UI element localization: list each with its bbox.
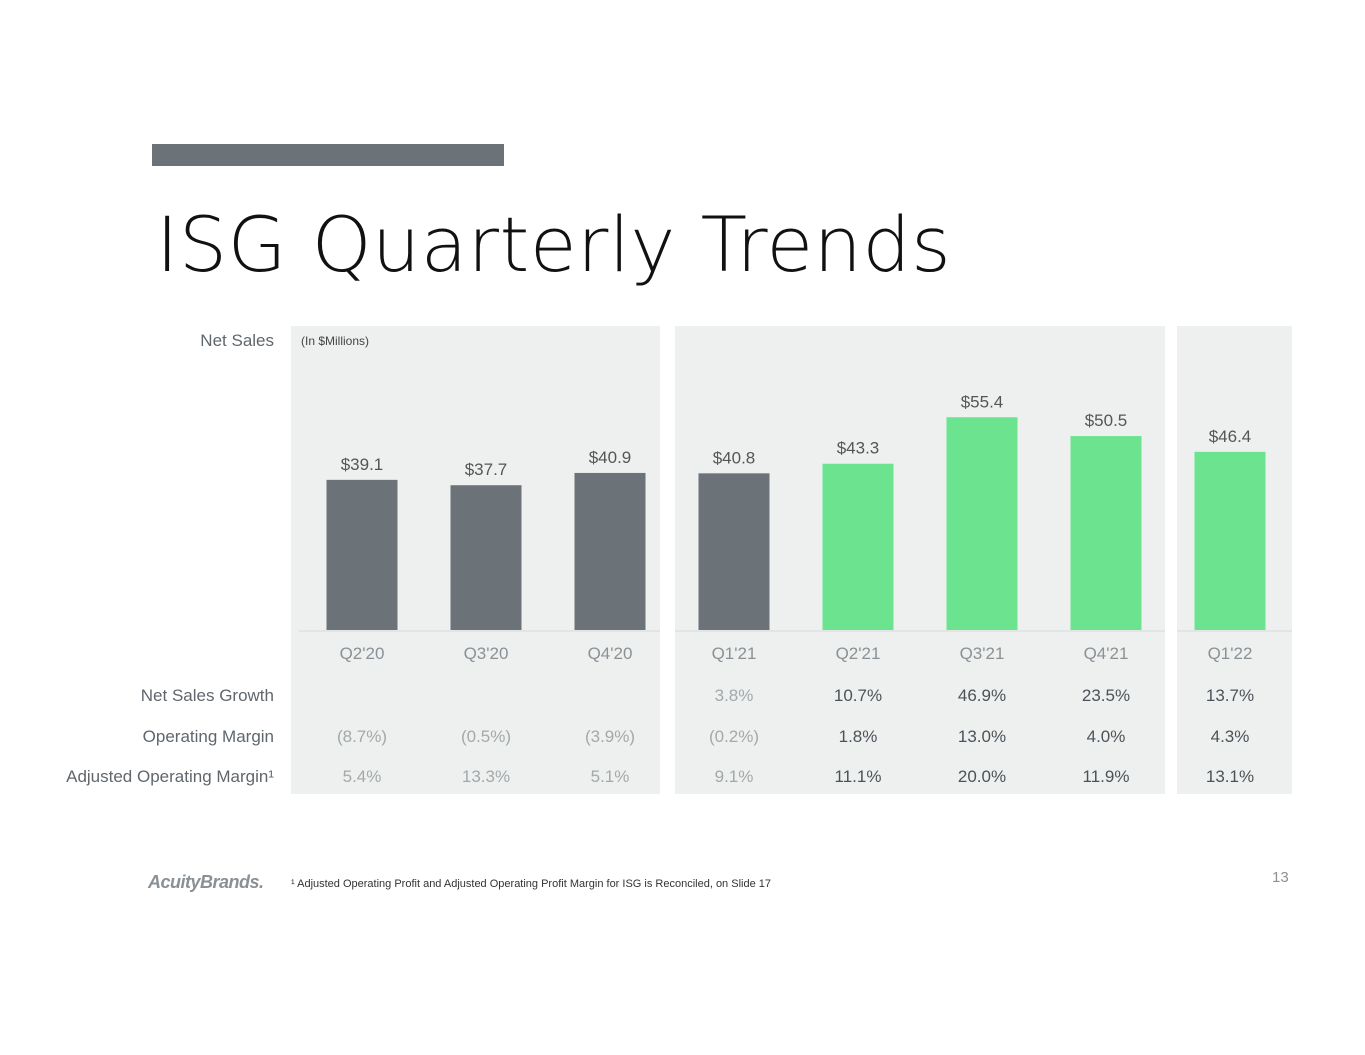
footnote: ¹ Adjusted Operating Profit and Adjusted… <box>291 878 771 890</box>
adjusted-operating-margin-cell-7: 13.1% <box>1205 767 1255 786</box>
adjusted-operating-margin-cell-0: 5.4% <box>342 767 382 786</box>
row-label-operating-margin: Operating Margin <box>142 727 274 746</box>
adjusted-operating-margin-cell-3: 9.1% <box>714 767 754 786</box>
bar-1 <box>450 485 522 630</box>
bar-5 <box>946 417 1018 630</box>
x-tick-label-4: Q2'21 <box>836 644 881 663</box>
x-tick-label-0: Q2'20 <box>340 644 385 663</box>
acuity-brands-logo: AcuityBrands. <box>148 872 264 893</box>
adjusted-operating-margin-cell-5: 20.0% <box>957 767 1007 786</box>
bar-value-label-7: $46.4 <box>1209 427 1252 446</box>
operating-margin-cell-2: (3.9%) <box>584 727 636 746</box>
bar-value-label-2: $40.9 <box>589 448 632 467</box>
bar-value-label-6: $50.5 <box>1085 411 1128 430</box>
row-label-net-sales: Net Sales <box>200 331 274 350</box>
operating-margin-cell-0: (8.7%) <box>336 727 388 746</box>
x-tick-label-1: Q3'20 <box>464 644 509 663</box>
operating-margin-cell-1: (0.5%) <box>460 727 512 746</box>
x-tick-label-3: Q1'21 <box>712 644 757 663</box>
title-accent-bar <box>152 144 504 166</box>
bar-value-label-1: $37.7 <box>465 460 508 479</box>
units-note: (In $Millions) <box>301 334 370 348</box>
bar-2 <box>574 472 646 630</box>
page-title: ISG Quarterly Trends <box>156 200 952 289</box>
x-tick-label-5: Q3'21 <box>960 644 1005 663</box>
operating-margin-cell-4: 1.8% <box>838 727 878 746</box>
row-label-adjusted-operating-margin: Adjusted Operating Margin¹ <box>66 767 274 786</box>
adjusted-operating-margin-cell-2: 5.1% <box>590 767 630 786</box>
net-sales-growth-cell-3: 3.8% <box>714 686 754 705</box>
operating-margin-cell-3: (0.2%) <box>708 727 760 746</box>
operating-margin-cell-6: 4.0% <box>1086 727 1126 746</box>
adjusted-operating-margin-cell-1: 13.3% <box>461 767 511 786</box>
bar-6 <box>1070 436 1142 630</box>
operating-margin-cell-7: 4.3% <box>1210 727 1250 746</box>
bar-0 <box>326 479 398 630</box>
bar-7 <box>1194 451 1266 630</box>
x-tick-label-7: Q1'22 <box>1208 644 1253 663</box>
net-sales-growth-cell-5: 46.9% <box>957 686 1007 705</box>
adjusted-operating-margin-cell-6: 11.9% <box>1082 767 1130 786</box>
bar-value-label-5: $55.4 <box>961 392 1004 411</box>
bar-3 <box>698 473 770 630</box>
bar-value-label-4: $43.3 <box>837 439 880 458</box>
bar-4 <box>822 463 894 630</box>
net-sales-growth-cell-6: 23.5% <box>1081 686 1131 705</box>
bar-value-label-0: $39.1 <box>341 455 384 474</box>
net-sales-growth-cell-7: 13.7% <box>1205 686 1255 705</box>
row-label-net-sales-growth: Net Sales Growth <box>140 686 274 705</box>
bar-value-label-3: $40.8 <box>713 448 756 467</box>
x-tick-label-6: Q4'21 <box>1084 644 1129 663</box>
x-tick-label-2: Q4'20 <box>588 644 633 663</box>
net-sales-growth-cell-4: 10.7% <box>833 686 883 705</box>
logo-text: AcuityBrands. <box>148 872 264 892</box>
page-number: 13 <box>1272 869 1289 886</box>
adjusted-operating-margin-cell-4: 11.1% <box>834 767 882 786</box>
operating-margin-cell-5: 13.0% <box>957 727 1007 746</box>
